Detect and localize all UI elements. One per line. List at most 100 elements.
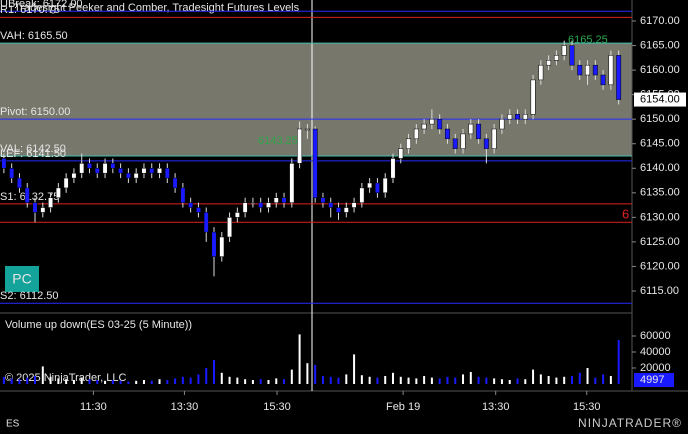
candle-body — [483, 138, 489, 149]
candle-body — [320, 197, 326, 203]
candle-body — [195, 207, 201, 213]
volume-bar — [329, 376, 332, 384]
volume-bar — [283, 379, 286, 384]
candle-body — [452, 138, 458, 149]
volume-bar — [477, 376, 480, 384]
candle-body — [600, 74, 606, 86]
candle-body — [234, 212, 240, 218]
volume-bar — [555, 377, 558, 384]
volume-bar — [462, 374, 465, 384]
candle-body — [63, 177, 69, 189]
volume-bar — [423, 376, 426, 384]
volume-bar — [88, 379, 91, 384]
volume-bar — [617, 340, 620, 384]
volume-bar — [10, 378, 13, 384]
volume-bar — [399, 376, 402, 384]
volume-bar — [368, 376, 371, 384]
volume-bar — [586, 368, 589, 384]
candle-body — [94, 168, 100, 174]
candle-body — [460, 133, 466, 149]
volume-bar — [360, 375, 363, 384]
volume-bar — [150, 380, 153, 384]
volume-bar — [376, 377, 379, 384]
level-label: LEF: 6141.50 — [0, 148, 66, 160]
candle-body — [577, 64, 583, 76]
volume-bar — [353, 354, 356, 384]
candle-body — [125, 172, 131, 179]
volume-bar — [259, 379, 262, 384]
pc-button[interactable] — [5, 266, 39, 292]
candle-body — [188, 202, 194, 208]
candle-body — [592, 64, 598, 76]
candle-body — [569, 45, 575, 66]
candle-body — [180, 187, 186, 203]
x-tick-label: Feb 19 — [386, 401, 420, 413]
candle-body — [203, 212, 209, 233]
candle-body — [289, 163, 295, 203]
candle-body — [266, 202, 271, 208]
volume-bar — [34, 376, 37, 384]
candle-body — [242, 202, 248, 213]
candle-body — [429, 118, 435, 125]
volume-bar — [166, 380, 169, 384]
y-tick-label: 6160.00 — [640, 64, 680, 76]
volume-bar — [345, 374, 348, 384]
y-tick-label: 6125.00 — [640, 236, 680, 248]
volume-bar — [2, 376, 5, 384]
level-label: Pivot: 6150.00 — [0, 106, 70, 118]
candle-body — [32, 202, 38, 213]
volume-bar — [236, 377, 239, 384]
volume-bar — [485, 377, 488, 384]
y-tick-label: 6150.00 — [640, 113, 680, 125]
candle-body — [9, 168, 15, 179]
volume-bar — [244, 379, 247, 384]
candle-body — [367, 182, 373, 189]
y-tick-label: 6170.00 — [640, 15, 680, 27]
volume-bar — [142, 380, 145, 384]
volume-bar — [111, 380, 114, 384]
volume-bar — [213, 360, 216, 384]
candle-body — [328, 202, 334, 208]
candle-body — [149, 168, 155, 174]
volume-bar — [430, 377, 433, 384]
level-label: VAH: 6165.50 — [0, 30, 68, 42]
volume-bar — [158, 379, 161, 384]
instrument: ES — [6, 419, 20, 430]
volume-bar — [220, 372, 223, 384]
candle-body — [250, 202, 256, 204]
volume-bar — [446, 376, 449, 384]
volume-bar — [65, 379, 68, 384]
candle-body — [157, 168, 162, 174]
y-tick-label: 6165.00 — [640, 39, 680, 51]
level-label: 6 — [622, 207, 629, 222]
volume-bar — [508, 380, 511, 384]
volume-bar — [267, 380, 270, 384]
candle-body — [273, 197, 279, 203]
last-price-label: 6154.00 — [640, 93, 680, 105]
volume-bar — [26, 377, 29, 384]
pc-button-label[interactable]: PC — [12, 271, 31, 287]
x-tick-label: 13:30 — [171, 401, 199, 413]
candle-body — [227, 217, 233, 238]
candle-body — [55, 187, 61, 198]
candle-body — [406, 138, 412, 149]
candle-body — [48, 197, 54, 208]
volume-bar — [49, 376, 52, 384]
candle-body — [118, 168, 124, 174]
candle-body — [445, 128, 450, 140]
volume-bar — [337, 377, 340, 384]
candle-body — [258, 202, 264, 208]
candle-body — [507, 114, 513, 120]
candle-body — [336, 207, 341, 213]
x-tick-label: 13:30 — [482, 401, 510, 413]
volume-bar — [119, 380, 122, 384]
volume-bar — [516, 378, 519, 384]
candle-body — [133, 172, 139, 179]
candle-body — [110, 163, 116, 169]
candle-body — [530, 79, 536, 115]
candle-body — [17, 177, 22, 189]
level-label: UBreak: 6172.00 — [0, 0, 83, 10]
candle-body — [102, 163, 108, 174]
candle-body — [546, 60, 552, 66]
